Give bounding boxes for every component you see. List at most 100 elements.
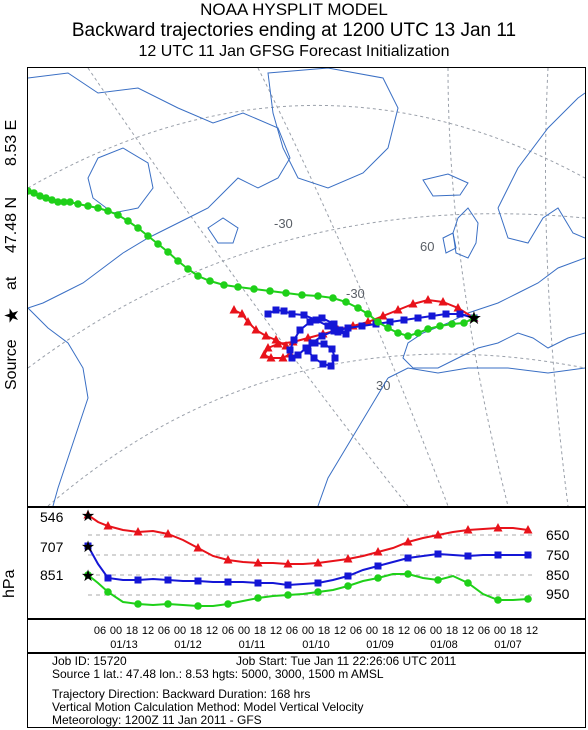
square-marker: [84, 542, 92, 550]
square-marker: [358, 322, 366, 330]
circle-marker: [54, 198, 62, 206]
trajectory-direction: Trajectory Direction: Backward Duration:…: [52, 687, 311, 701]
triangle-marker: [103, 521, 113, 530]
circle-marker: [524, 595, 532, 603]
time-tick-label: 12: [206, 625, 218, 637]
square-marker: [318, 314, 326, 322]
circle-marker: [84, 571, 92, 579]
square-marker: [524, 551, 532, 559]
square-marker: [224, 578, 232, 586]
triangle-marker: [378, 311, 388, 320]
triangle-marker: [403, 537, 413, 546]
square-marker: [320, 340, 328, 348]
circle-marker: [194, 272, 202, 280]
triangle-marker: [163, 529, 173, 538]
circle-marker: [448, 320, 456, 328]
circle-marker: [394, 329, 402, 337]
circle-marker: [84, 202, 92, 210]
circle-marker: [234, 283, 242, 291]
triangle-marker: [278, 353, 288, 362]
circle-marker: [66, 198, 74, 206]
square-marker: [280, 307, 288, 315]
time-axis-panel: 06 00 18 12 06 00 18 12 06 00 18 12 06 00 18 12 06 00 18 12…: [27, 619, 586, 653]
circle-marker: [250, 285, 258, 293]
triangle-marker: [343, 554, 353, 563]
circle-marker: [374, 574, 382, 582]
triangle-marker: [283, 559, 293, 568]
profile-panel: ★ ★ ★: [27, 507, 586, 619]
graticule-label-neg30-north: -30: [346, 286, 365, 301]
source-star-icon: ★: [2, 306, 23, 324]
square-marker: [302, 344, 310, 352]
circle-marker: [298, 291, 306, 299]
square-marker: [342, 330, 350, 338]
square-marker: [314, 579, 322, 587]
triangle-marker: [523, 525, 533, 534]
triangle-marker: [393, 305, 403, 314]
date-label: 01/12: [174, 639, 202, 651]
circle-marker: [354, 304, 362, 312]
right-label-950: 950: [546, 586, 570, 602]
time-tick-label: 00: [302, 625, 314, 637]
job-start: Job Start: Tue Jan 11 22:26:06 UTC 2011: [236, 654, 457, 668]
triangle-marker: [193, 543, 203, 552]
circle-marker: [424, 325, 432, 333]
time-tick-label: 00: [430, 625, 442, 637]
time-tick-label: 12: [142, 625, 154, 637]
trajectory-title: Backward trajectories ending at 1200 UTC…: [71, 20, 517, 41]
left-label-546: 546: [40, 509, 64, 525]
circle-marker: [434, 576, 442, 584]
triangle-marker: [373, 547, 383, 556]
circle-marker: [436, 322, 444, 330]
time-tick-label: 12: [398, 625, 410, 637]
time-tick-label: 06: [478, 625, 490, 637]
circle-marker: [460, 319, 468, 327]
square-marker: [164, 576, 172, 584]
square-marker: [386, 318, 394, 326]
circle-marker: [314, 292, 322, 300]
circle-marker: [94, 204, 102, 212]
square-marker: [328, 345, 336, 353]
square-marker: [374, 562, 382, 570]
circle-marker: [404, 332, 412, 340]
square-marker: [272, 306, 280, 314]
circle-marker: [30, 189, 38, 197]
circle-marker: [464, 579, 472, 587]
circle-marker: [342, 298, 350, 306]
left-label-851: 851: [40, 567, 64, 583]
triangle-marker: [303, 333, 313, 342]
circle-marker: [42, 194, 50, 202]
triangle-marker: [266, 353, 276, 362]
square-marker: [194, 577, 202, 585]
right-label-850: 850: [546, 567, 570, 583]
date-label: 01/08: [430, 639, 458, 651]
triangle-marker: [259, 350, 269, 359]
triangle-marker: [423, 295, 433, 304]
profile-3000m: [84, 542, 532, 589]
triangle-marker: [438, 297, 448, 306]
square-marker: [324, 322, 332, 330]
square-marker: [414, 314, 422, 322]
square-marker: [330, 320, 338, 328]
circle-marker: [384, 324, 392, 332]
triangle-marker: [493, 523, 503, 532]
date-label: 01/10: [302, 639, 330, 651]
time-tick-label: 12: [526, 625, 538, 637]
triangle-marker: [363, 317, 373, 326]
source-at: at: [3, 276, 20, 290]
triangle-marker: [463, 525, 473, 534]
circle-marker: [154, 240, 162, 248]
source-star-icon-profile: ★: [81, 539, 95, 556]
map-panel: 60 -30 30 -30: [24, 67, 586, 507]
circle-marker: [282, 289, 290, 297]
circle-marker: [184, 265, 192, 273]
circle-marker: [374, 318, 382, 326]
circle-marker: [60, 198, 68, 206]
square-marker: [404, 554, 412, 562]
profile-1500m: [84, 570, 532, 610]
source-word: Source: [3, 339, 20, 390]
profile-5000m: [83, 510, 533, 568]
square-marker: [288, 310, 296, 318]
square-marker: [290, 336, 298, 344]
circle-marker: [134, 600, 142, 608]
